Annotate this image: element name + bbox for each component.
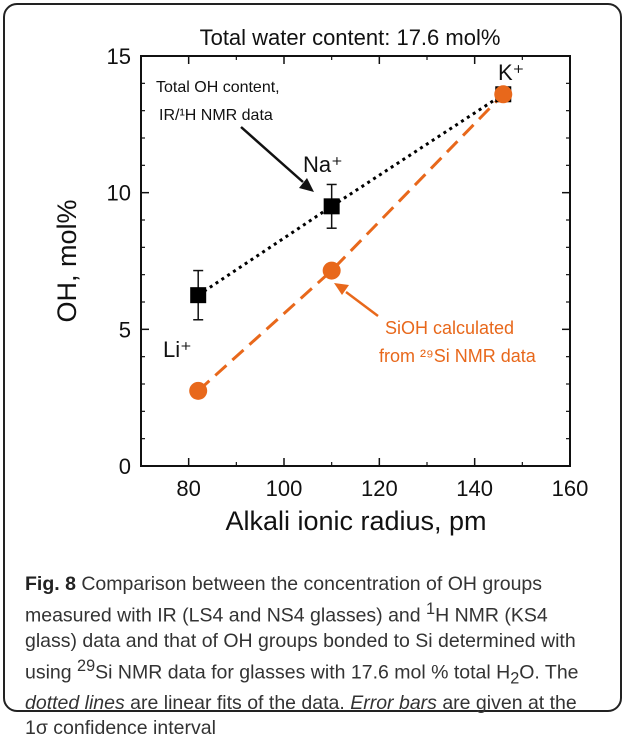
data-point-circle	[322, 261, 341, 280]
annotation-arrowhead-orange	[334, 283, 349, 295]
y-axis-label: OH, mol%	[52, 199, 82, 322]
chart: Total water content: 17.6 mol% 80 100 120 1…	[52, 25, 589, 536]
data-point-square	[323, 198, 340, 215]
annotation-sioh-1: SiOH calculated	[385, 318, 514, 338]
figure-caption: Fig. 8 Comparison between the concentrat…	[25, 572, 605, 741]
point-label-k: K⁺	[498, 60, 524, 85]
series-lines	[197, 93, 505, 392]
series-marks	[189, 85, 513, 400]
caption-text: are linear fits of the data.	[124, 691, 351, 714]
caption-text: O. The	[519, 661, 579, 683]
annotation-arrow-black	[240, 126, 304, 183]
point-label-na: Na⁺	[303, 152, 343, 177]
caption-emphasis: dotted lines	[25, 691, 125, 714]
annotation-arrow-orange	[345, 291, 379, 317]
y-tick-label: 0	[119, 454, 131, 479]
caption-sup: 1	[426, 600, 436, 618]
annotation-total-oh-1: Total OH content,	[156, 79, 280, 96]
annotation-total-oh-2: IR/¹H NMR data	[159, 107, 273, 124]
y-tick-label: 10	[107, 181, 131, 206]
caption-sup: 29	[77, 656, 96, 675]
axis-ticks: 80 100 120 140 160 0 5 10 15	[107, 44, 589, 501]
y-tick-label: 5	[119, 317, 131, 342]
x-tick-label: 100	[266, 476, 303, 501]
y-tick-label: 15	[107, 44, 131, 69]
annotation-arrowhead-black	[299, 178, 314, 192]
caption-text: H NMR (KS4 glass) data and that of OH gr…	[25, 604, 576, 684]
chart-title: Total water content: 17.6 mol%	[200, 25, 501, 50]
annotation-sioh-2: from ²⁹Si NMR data	[379, 346, 537, 366]
series-line-1	[197, 93, 505, 392]
caption-fig-label: Fig. 8	[25, 573, 76, 595]
chart-labels: OH, mol% Alkali ionic radius, pm Li⁺ Na⁺…	[52, 60, 537, 536]
caption-emphasis: Error bars	[350, 691, 437, 714]
x-tick-label: 120	[361, 476, 398, 501]
point-label-li: Li⁺	[163, 337, 192, 362]
x-tick-label: 140	[456, 476, 493, 501]
x-tick-label: 80	[176, 476, 200, 501]
data-point-square	[190, 287, 207, 304]
data-point-circle	[494, 85, 513, 104]
x-tick-label: 160	[552, 476, 589, 501]
x-axis-label: Alkali ionic radius, pm	[225, 506, 486, 536]
plot-area	[140, 55, 571, 467]
caption-text: Comparison between the concentration of …	[25, 573, 543, 627]
caption-text: Si NMR data for glasses with 17.6 mol % …	[95, 661, 511, 683]
caption-sub: 2	[510, 668, 520, 687]
series-line-0	[197, 93, 505, 297]
data-point-circle	[189, 381, 208, 400]
figure-frame	[3, 3, 622, 712]
